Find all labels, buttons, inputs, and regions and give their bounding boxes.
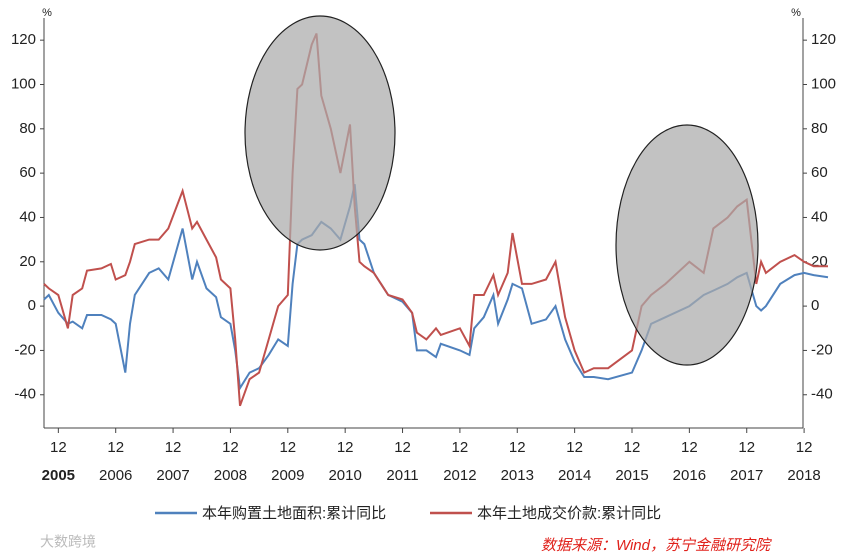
y2-tick-label: -40: [811, 386, 833, 403]
y-tick-label: 120: [11, 31, 36, 48]
y2-unit: %: [791, 7, 801, 19]
y-tick-label: 40: [19, 208, 36, 225]
y2-tick-label: 0: [811, 297, 819, 314]
x-year-label: 2018: [787, 467, 820, 484]
y2-tick-label: 20: [811, 253, 828, 270]
source: 数据来源：Wind，苏宁金融研究院: [541, 537, 772, 554]
x-tick-label: 12: [681, 439, 698, 456]
x-tick-label: 12: [624, 439, 641, 456]
y2-tick-label: -20: [811, 341, 833, 358]
y-tick-label: 100: [11, 75, 36, 92]
y-tick-label: 60: [19, 164, 36, 181]
watermark: 大数跨境: [40, 534, 96, 550]
x-tick-label: 12: [165, 439, 182, 456]
x-tick-label: 12: [107, 439, 124, 456]
x-year-label: 2007: [156, 467, 189, 484]
x-year-label: 2005: [42, 467, 75, 484]
x-tick-label: 12: [50, 439, 67, 456]
x-year-label: 2012: [443, 467, 476, 484]
x-tick-label: 12: [279, 439, 296, 456]
x-year-label: 2008: [214, 467, 247, 484]
x-year-label: 2017: [730, 467, 763, 484]
y2-tick-label: 40: [811, 208, 828, 225]
x-year-label: 2011: [386, 467, 418, 484]
x-year-label: 2009: [271, 467, 304, 484]
y-tick-label: 80: [19, 120, 36, 137]
x-tick-label: 12: [738, 439, 755, 456]
x-year-label: 2006: [99, 467, 132, 484]
highlight-ellipse: [244, 15, 396, 251]
x-tick-label: 12: [452, 439, 469, 456]
y2-tick-label: 100: [811, 75, 836, 92]
x-tick-label: 12: [222, 439, 239, 456]
x-year-label: 2014: [558, 467, 591, 484]
x-year-label: 2013: [501, 467, 534, 484]
y2-tick-label: 60: [811, 164, 828, 181]
x-year-label: 2016: [673, 467, 706, 484]
y-tick-label: 0: [28, 297, 36, 314]
legend-label: 本年购置土地面积:累计同比: [202, 505, 386, 522]
y-unit: %: [42, 7, 52, 19]
x-tick-label: 12: [796, 439, 813, 456]
legend-label: 本年土地成交价款:累计同比: [477, 504, 661, 522]
y2-tick-label: 80: [811, 120, 828, 137]
x-tick-label: 12: [394, 439, 411, 456]
y-tick-label: -20: [14, 341, 36, 358]
x-year-label: 2015: [615, 467, 648, 484]
y-tick-label: 20: [19, 253, 36, 270]
y-tick-label: -40: [14, 386, 36, 403]
x-tick-label: 12: [566, 439, 583, 456]
y2-tick-label: 120: [811, 31, 836, 48]
x-year-label: 2010: [328, 467, 361, 484]
x-tick-label: 12: [509, 439, 526, 456]
highlight-ellipse: [615, 124, 759, 366]
x-tick-label: 12: [337, 439, 354, 456]
